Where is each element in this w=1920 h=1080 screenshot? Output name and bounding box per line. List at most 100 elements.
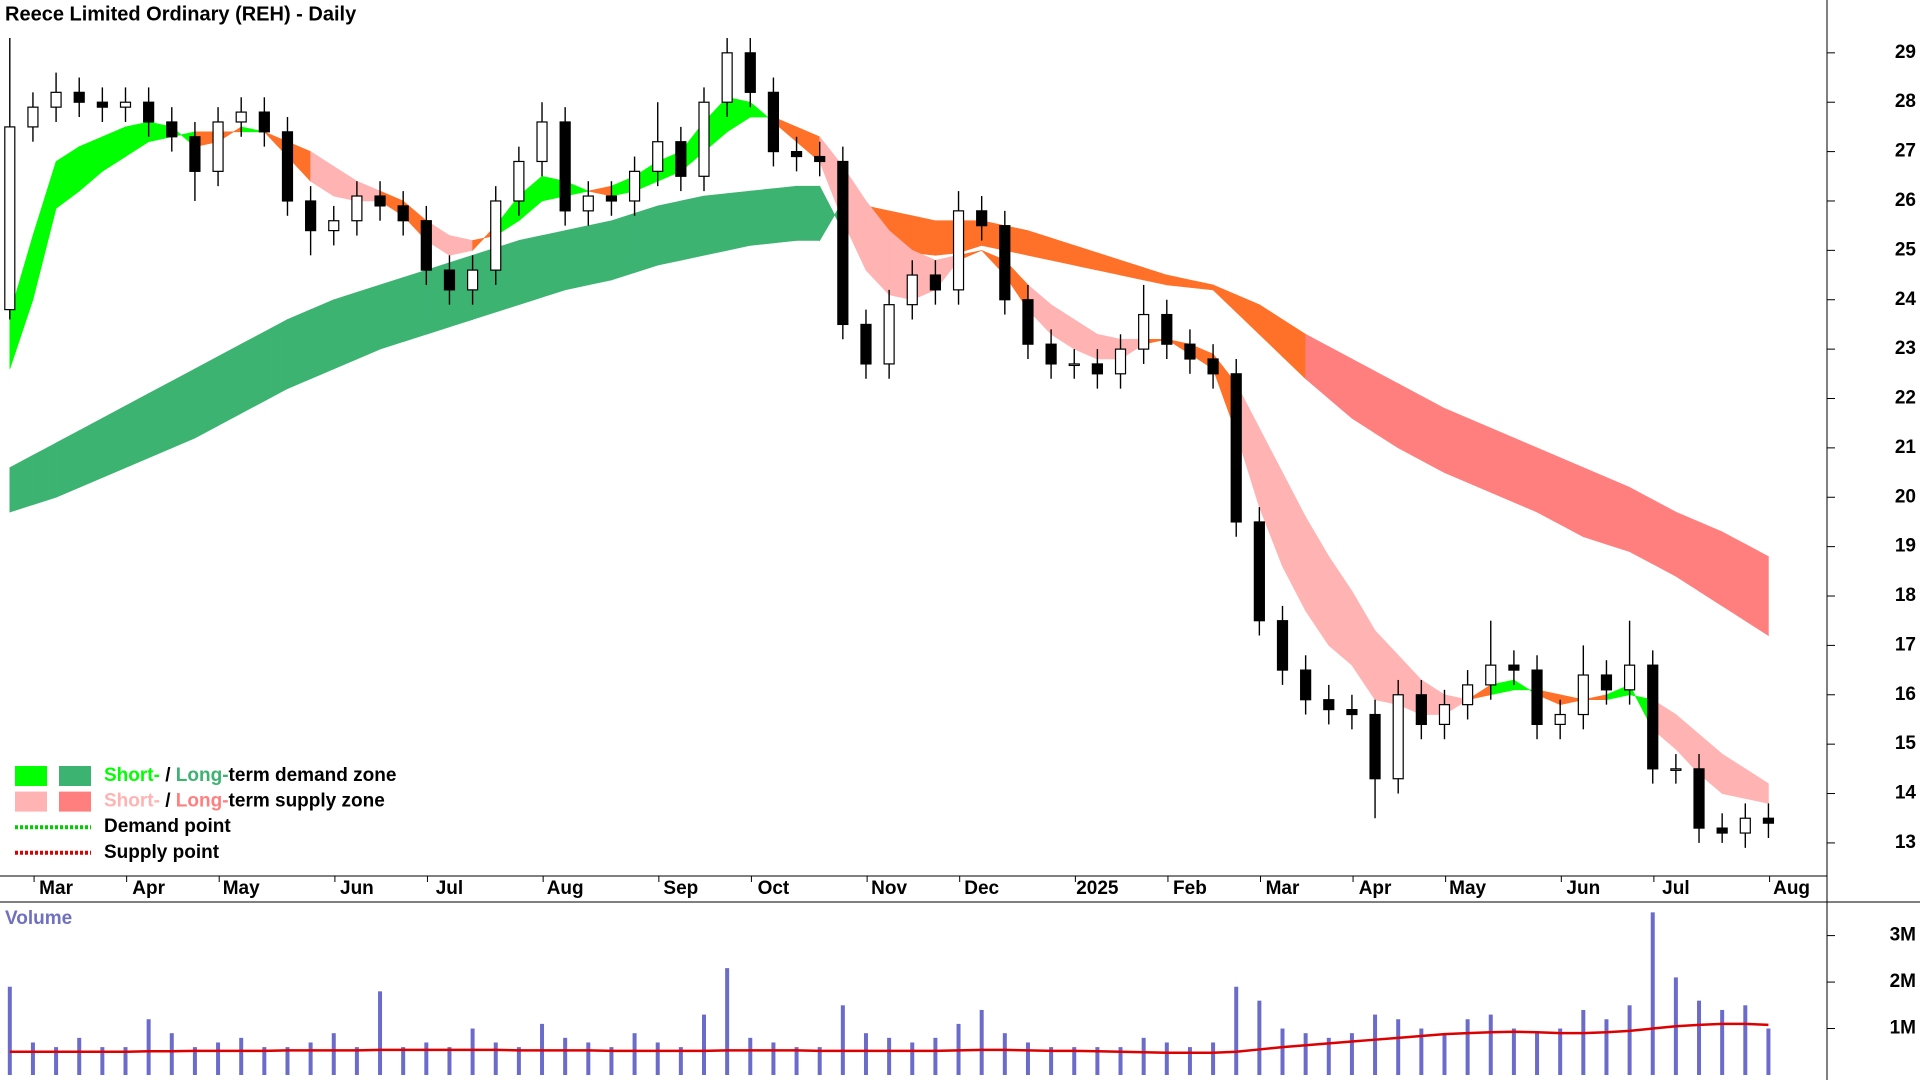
volume-bar: [516, 1047, 521, 1075]
volume-bar: [100, 1047, 105, 1075]
candle-body: [443, 269, 456, 291]
volume-bar: [1419, 1028, 1424, 1075]
y-tick-label: 29: [1895, 42, 1916, 63]
volume-bar: [1095, 1047, 1100, 1075]
volume-bar: [1257, 1000, 1262, 1075]
candle-body: [143, 101, 155, 123]
candle-body: [1276, 620, 1289, 671]
volume-bar: [493, 1042, 498, 1075]
volume-bar: [1442, 1033, 1447, 1075]
volume-bar: [1396, 1019, 1401, 1075]
volume-bar: [1234, 986, 1239, 1075]
zone-band: [541, 230, 566, 298]
volume-bar: [586, 1042, 591, 1075]
x-tick-label: Aug: [547, 878, 584, 899]
volume-bar: [1743, 1005, 1748, 1075]
x-tick-label: Jun: [340, 878, 374, 899]
y-tick-label: 14: [1895, 783, 1917, 804]
zone-band: [148, 380, 173, 459]
candle-body: [4, 126, 16, 311]
candle-body: [258, 111, 270, 133]
candle-body: [1438, 704, 1451, 726]
x-tick-label: Mar: [39, 878, 73, 899]
volume-bar: [447, 1047, 452, 1075]
candle-body: [328, 220, 340, 232]
y-tick-label: 22: [1895, 388, 1916, 409]
candle-body: [1647, 664, 1659, 770]
y-tick-label: 21: [1895, 437, 1917, 458]
candle-body: [605, 195, 618, 202]
volume-bar: [771, 1042, 776, 1075]
candle-body: [281, 131, 294, 202]
candle-body: [976, 210, 988, 227]
candle-body: [513, 160, 525, 202]
candle-body: [883, 304, 895, 365]
candle-body: [652, 141, 664, 172]
zone-band: [379, 277, 404, 350]
candle-body: [1346, 708, 1358, 716]
volume-bar: [331, 1033, 336, 1075]
candle-body: [1369, 713, 1381, 780]
legend-swatch: [15, 766, 47, 786]
volume-bar: [1558, 1028, 1563, 1075]
zone-band: [449, 254, 473, 328]
volume-bar: [262, 1047, 267, 1075]
y-tick-label: 13: [1895, 832, 1916, 853]
volume-bar: [1488, 1014, 1493, 1075]
candle-body: [212, 121, 224, 172]
candle-body: [814, 155, 826, 163]
x-tick-label: 2025: [1076, 878, 1119, 899]
candle-body: [675, 141, 687, 177]
volume-bar: [1049, 1047, 1054, 1075]
x-tick-label: Sep: [663, 878, 698, 899]
candle-body: [1623, 664, 1636, 691]
zone-band: [264, 318, 288, 402]
y-tick-label: 2M: [1890, 971, 1916, 992]
legend-text-part: term supply zone: [229, 791, 385, 812]
candle-body: [27, 106, 39, 128]
candle-body: [536, 121, 548, 163]
candle-body: [1068, 363, 1080, 367]
legend-text-part: Long-: [176, 791, 229, 812]
candle-body: [1577, 674, 1589, 716]
zone-band: [240, 331, 265, 414]
candle-body: [73, 91, 85, 103]
volume-bar: [1164, 1042, 1169, 1075]
candle-body: [1114, 348, 1127, 375]
volume-bar: [1118, 1047, 1123, 1075]
x-tick-label: Oct: [758, 878, 790, 899]
zone-band: [1583, 467, 1607, 545]
candle-body: [999, 225, 1011, 301]
legend-text-part: Short-: [104, 765, 160, 786]
candle-body: [906, 274, 918, 306]
volume-bar: [354, 1047, 359, 1075]
candle-body: [166, 121, 178, 138]
volume-bar: [794, 1047, 799, 1075]
zone-band: [611, 212, 635, 281]
candle-body: [1253, 521, 1265, 622]
candle-body: [189, 136, 201, 172]
y-tick-label: 20: [1895, 486, 1916, 507]
x-tick-label: Nov: [871, 878, 907, 899]
candle-body: [490, 200, 502, 271]
candle-body: [374, 195, 386, 207]
volume-bar: [863, 1033, 868, 1075]
candle-body: [1230, 373, 1242, 523]
volume-bar: [216, 1042, 221, 1075]
zone-band: [1606, 477, 1630, 552]
candle-body: [1600, 674, 1613, 691]
y-tick-label: 27: [1895, 141, 1916, 162]
zone-band: [333, 291, 358, 370]
candle-body: [1161, 313, 1173, 345]
zone-band: [749, 188, 774, 246]
zone-band: [1745, 543, 1769, 637]
candle-body: [1091, 363, 1103, 375]
candle-body: [397, 205, 409, 222]
zone-band: [1536, 447, 1561, 525]
volume-bar: [1349, 1033, 1354, 1075]
zone-band: [796, 185, 821, 241]
zone-band: [1698, 521, 1723, 607]
volume-average: [9, 1022, 1769, 1054]
volume-bar: [401, 1047, 406, 1075]
